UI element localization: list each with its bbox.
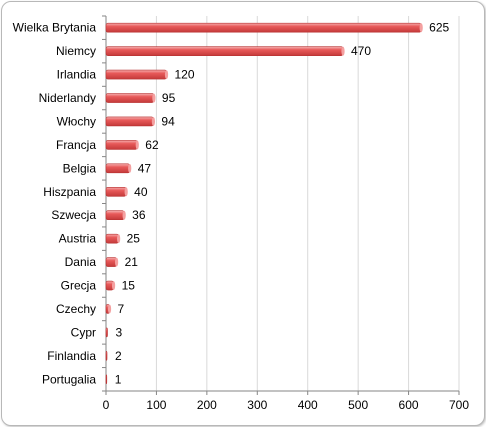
- bar-cap: [164, 70, 169, 80]
- bar: [105, 186, 128, 197]
- bar: [105, 304, 112, 314]
- category-label: Belgia: [63, 161, 97, 175]
- bar-cap: [341, 46, 345, 56]
- bar-cap: [128, 163, 132, 173]
- category-label: Irlandia: [57, 68, 97, 82]
- value-label: 95: [162, 91, 176, 105]
- bar: [105, 116, 156, 127]
- bar: [105, 22, 423, 33]
- category-label: Finlandia: [47, 349, 96, 363]
- bar-cap: [135, 140, 139, 150]
- bar-cap: [419, 23, 423, 33]
- bar-cap: [122, 210, 126, 220]
- category-label: Hiszpania: [43, 185, 96, 199]
- bar-cap: [111, 281, 116, 291]
- category-label: Wielka Brytania: [13, 21, 97, 35]
- value-label: 1: [115, 372, 122, 386]
- bar-cap: [151, 116, 156, 126]
- bar-rect: [105, 93, 155, 103]
- bar: [105, 327, 108, 338]
- value-label: 470: [351, 44, 371, 58]
- bar-cap: [114, 257, 119, 267]
- bar-rect: [105, 210, 125, 221]
- x-tick-label: 100: [146, 398, 166, 412]
- value-label: 21: [125, 255, 139, 269]
- bar-cap: [124, 187, 128, 197]
- value-label: 7: [118, 302, 125, 316]
- category-label: Szwecja: [51, 208, 96, 222]
- bar-rect: [105, 186, 127, 197]
- bar-rect: [105, 140, 138, 150]
- bar-rect: [105, 327, 108, 338]
- category-label: Portugalia: [42, 372, 96, 386]
- value-label: 94: [161, 114, 175, 128]
- bar: [105, 163, 132, 174]
- category-label: Niderlandy: [39, 91, 96, 105]
- category-label: Grecja: [61, 279, 97, 293]
- bar-cap: [152, 93, 156, 103]
- value-label: 62: [145, 138, 159, 152]
- bar: [105, 374, 108, 385]
- grid-lines: [155, 16, 460, 391]
- bar: [105, 280, 116, 291]
- value-label: 25: [127, 232, 141, 246]
- bar-cap: [117, 234, 121, 244]
- bar: [105, 233, 121, 244]
- value-label: 47: [138, 161, 152, 175]
- bars: [105, 22, 423, 385]
- x-tick-label: 300: [247, 398, 267, 412]
- x-tick-label: 200: [197, 398, 217, 412]
- bar: [105, 257, 119, 267]
- bar: [105, 93, 156, 103]
- bar: [105, 210, 126, 221]
- bar-rect: [105, 46, 344, 56]
- value-label: 625: [429, 21, 449, 35]
- value-label: 36: [132, 208, 146, 222]
- x-tick-label: 700: [449, 398, 469, 412]
- value-label: 120: [175, 68, 195, 82]
- bar-rect: [105, 351, 108, 361]
- value-label: 2: [115, 349, 122, 363]
- x-tick-label: 500: [348, 398, 368, 412]
- x-tick-label: 400: [298, 398, 318, 412]
- value-label: 15: [122, 279, 136, 293]
- bar-rect: [105, 163, 131, 174]
- bar-rect: [105, 233, 119, 244]
- category-label: Dania: [65, 255, 97, 269]
- x-tick-label: 0: [103, 398, 110, 412]
- value-label: 3: [116, 325, 123, 339]
- bar-rect: [105, 22, 422, 33]
- bar: [105, 140, 139, 150]
- bar-cap: [107, 304, 112, 314]
- bar-rect: [105, 69, 167, 80]
- bar-rect: [105, 116, 154, 127]
- bar-rect: [105, 374, 108, 385]
- bar: [105, 46, 345, 56]
- category-label: Austria: [59, 232, 97, 246]
- category-label: Niemcy: [56, 44, 96, 58]
- category-label: Włochy: [57, 114, 96, 128]
- bar: [105, 69, 169, 80]
- labels: 0 100 200 300 400 500 600 700 Wielka Brytania 625…: [13, 21, 470, 412]
- x-tick-label: 600: [399, 398, 419, 412]
- category-label: Cypr: [71, 325, 96, 339]
- bar: [105, 351, 108, 361]
- category-label: Francja: [56, 138, 96, 152]
- category-label: Czechy: [56, 302, 96, 316]
- value-label: 40: [134, 185, 148, 199]
